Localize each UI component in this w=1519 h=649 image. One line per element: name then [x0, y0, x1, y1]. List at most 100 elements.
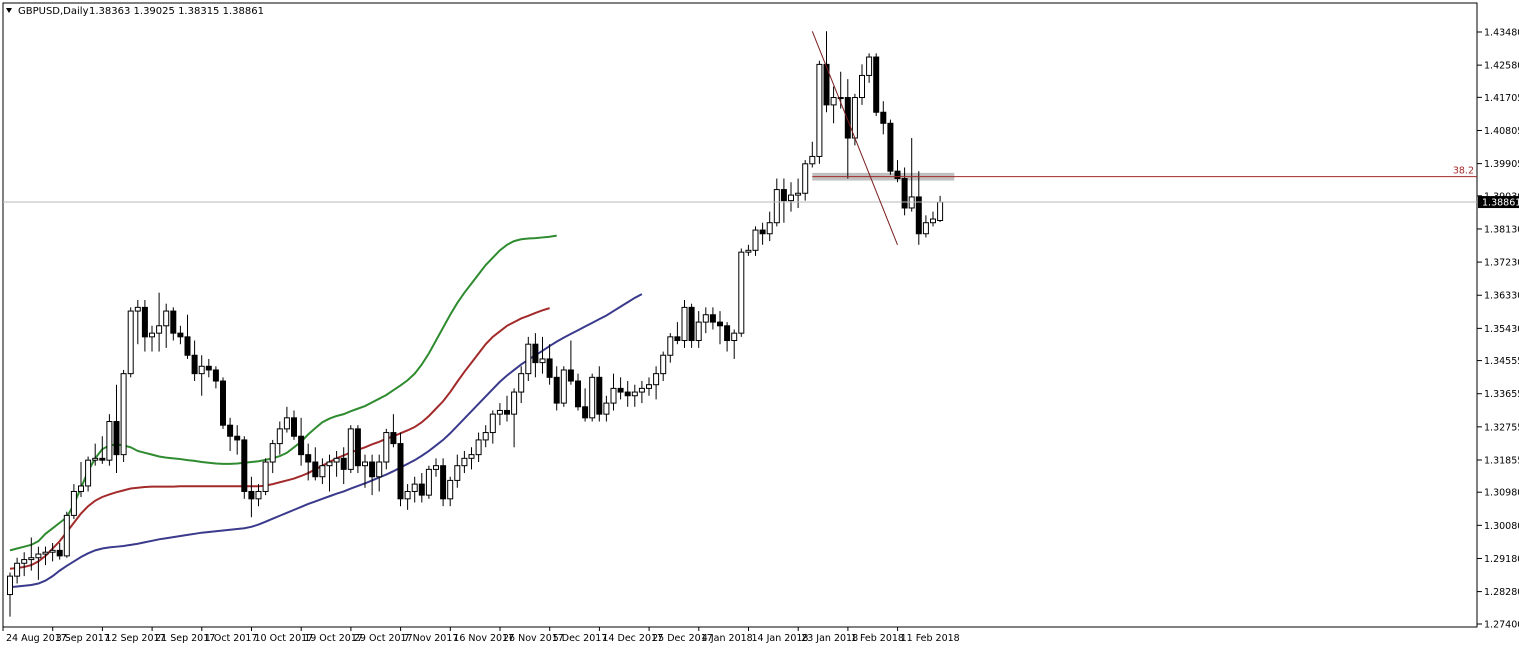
- candle-body: [49, 549, 56, 553]
- candle-body: [930, 218, 936, 224]
- candle-body: [21, 559, 28, 564]
- candle-body: [134, 306, 141, 312]
- candle: [617, 377, 624, 400]
- chart-symbol-label: GBPUSD,Daily: [18, 6, 89, 17]
- y-tick-label: 1.42580: [1484, 61, 1519, 72]
- collapse-triangle-icon[interactable]: [6, 8, 12, 13]
- x-tick-label: 3 Sep 2017: [56, 633, 110, 644]
- candle-body: [717, 321, 723, 327]
- candle: [674, 322, 681, 345]
- candle-body: [695, 321, 702, 342]
- candle: [830, 86, 837, 124]
- candle: [134, 300, 141, 345]
- candle: [731, 329, 738, 359]
- candle: [312, 447, 319, 481]
- candle-body: [433, 465, 439, 470]
- candle: [234, 425, 241, 455]
- candle: [887, 119, 894, 175]
- x-tick-label: 26 Nov 2017: [503, 633, 564, 644]
- candle-body: [681, 306, 688, 342]
- candle-body: [56, 549, 63, 557]
- y-tick-label: 1.36330: [1484, 291, 1519, 302]
- candle: [369, 454, 376, 496]
- trendline[interactable]: [811, 31, 898, 245]
- candle: [802, 160, 809, 201]
- candle-body: [248, 490, 255, 500]
- candle: [575, 373, 581, 411]
- y-tick-label: 1.32755: [1484, 422, 1519, 433]
- y-tick-label: 1.37230: [1484, 258, 1519, 269]
- candle-body: [440, 465, 447, 500]
- candle: [816, 60, 823, 164]
- candle-body: [411, 483, 418, 492]
- candle-body: [795, 192, 802, 196]
- candle-body: [816, 63, 823, 157]
- candle-body: [70, 490, 77, 516]
- candle: [745, 244, 752, 256]
- candle: [220, 377, 226, 429]
- candle: [411, 476, 418, 503]
- candle-body: [333, 457, 340, 463]
- candle: [596, 366, 603, 422]
- current-price-tag-label: 1.38861: [1482, 198, 1519, 209]
- candle: [610, 373, 617, 411]
- candle-body: [156, 325, 163, 334]
- candle-body: [369, 461, 376, 478]
- candle: [454, 454, 461, 488]
- candle-body: [78, 485, 84, 492]
- candle-body: [298, 435, 305, 456]
- candle-body: [425, 468, 432, 496]
- candles-layer: [7, 31, 944, 617]
- candle: [333, 450, 340, 477]
- candle: [418, 473, 425, 503]
- candle: [667, 333, 674, 363]
- candle-body: [553, 376, 560, 404]
- x-tick-label: 1 Feb 2018: [851, 633, 904, 644]
- candle: [198, 355, 205, 396]
- candle: [425, 465, 432, 499]
- y-tick-label: 1.38130: [1484, 224, 1519, 235]
- candle: [262, 458, 269, 496]
- candle-body: [63, 514, 70, 557]
- candle: [589, 373, 596, 422]
- candle-body: [766, 222, 773, 235]
- candle: [99, 436, 106, 464]
- candle: [78, 462, 84, 497]
- candle: [766, 211, 773, 242]
- candle-body: [873, 56, 880, 113]
- candle: [922, 215, 929, 238]
- x-tick-label: 11 Feb 2018: [901, 633, 960, 644]
- candle-body: [646, 384, 652, 389]
- candle-body: [539, 358, 546, 364]
- x-tick-label: 24 Aug 2017: [6, 633, 67, 644]
- candle: [106, 414, 113, 466]
- candle: [70, 484, 77, 520]
- candle-body: [901, 178, 908, 209]
- candle-body: [489, 413, 496, 434]
- candle-body: [149, 332, 155, 338]
- candle: [447, 476, 454, 507]
- candle-body: [227, 424, 234, 437]
- candle-body: [866, 56, 873, 76]
- candle: [823, 31, 830, 113]
- current-price-tag: [1478, 196, 1519, 209]
- x-tick-label: 19 Oct 2017: [304, 633, 363, 644]
- candle-body: [14, 562, 21, 577]
- candle: [397, 432, 404, 507]
- candle-body: [660, 354, 667, 375]
- candle-body: [475, 439, 482, 456]
- x-tick-label: 23 Jan 2018: [801, 633, 858, 644]
- x-tick-label: 5 Dec 2017: [553, 633, 608, 644]
- candle-body: [631, 391, 638, 397]
- candle-body: [120, 373, 127, 456]
- candle-body: [141, 306, 148, 338]
- candle: [525, 336, 532, 382]
- candle: [376, 454, 383, 492]
- candle: [7, 572, 13, 617]
- candle: [638, 381, 645, 404]
- candle: [482, 425, 489, 448]
- candle: [788, 182, 794, 212]
- candle: [255, 484, 262, 507]
- candle-body: [291, 417, 297, 437]
